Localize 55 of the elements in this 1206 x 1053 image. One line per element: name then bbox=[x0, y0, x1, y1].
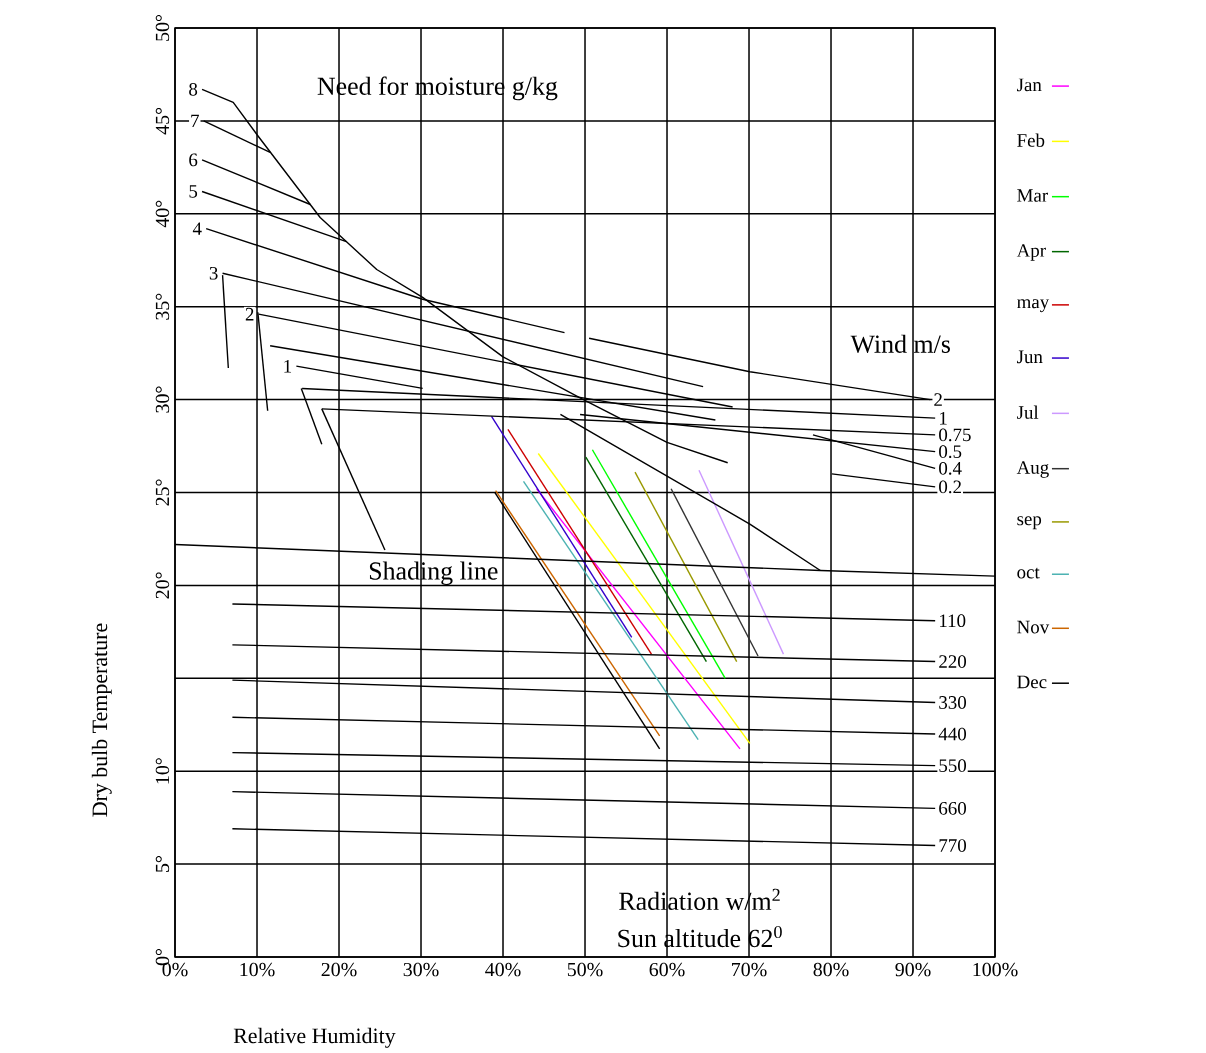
legend-label: Mar bbox=[1017, 188, 1048, 202]
x-tick-label: 30% bbox=[403, 962, 439, 977]
series-label: 5 bbox=[189, 184, 198, 198]
x-tick-label: 50% bbox=[567, 962, 603, 977]
x-tick-label: 80% bbox=[813, 962, 849, 977]
legend-label: Nov bbox=[1017, 620, 1050, 634]
series-label: 8 bbox=[189, 82, 198, 96]
series-label: 2 bbox=[934, 393, 942, 406]
legend-label: Jun bbox=[1016, 350, 1043, 363]
series-label: 330 bbox=[939, 695, 967, 709]
y-tick-label: 40° bbox=[155, 200, 170, 228]
x-axis-title: Relative Humidity bbox=[233, 1027, 396, 1048]
legend-label: Jan bbox=[1016, 78, 1042, 91]
x-tick-label: 70% bbox=[732, 962, 767, 977]
x-tick-label: 100% bbox=[973, 962, 1018, 977]
y-tick-label: 45° bbox=[155, 107, 170, 135]
legend-label: Apr bbox=[1016, 243, 1046, 261]
y-tick-label: 30° bbox=[155, 386, 170, 413]
series-label: 220 bbox=[939, 654, 967, 668]
series-label: 0.5 bbox=[939, 444, 962, 458]
y-tick-label: 5° bbox=[155, 855, 170, 872]
series-label: 2 bbox=[245, 307, 254, 321]
x-tick-label: 60% bbox=[649, 962, 685, 977]
series-label: 660 bbox=[939, 801, 967, 815]
series-label: 0.75 bbox=[939, 428, 971, 442]
legend-label: Dec bbox=[1017, 675, 1047, 689]
x-tick-label: 20% bbox=[321, 962, 357, 977]
series-label: 0.4 bbox=[939, 461, 962, 475]
series-label: 0.2 bbox=[939, 480, 961, 494]
x-tick-label: 90% bbox=[895, 962, 931, 977]
legend-label: Jul bbox=[1016, 405, 1039, 419]
legend-label: oct bbox=[1017, 567, 1040, 579]
x-tick-label: 40% bbox=[485, 962, 521, 977]
legend-label: sep bbox=[1017, 515, 1042, 529]
y-tick-label: 10° bbox=[155, 757, 170, 784]
series-label: 1 bbox=[940, 411, 947, 425]
y-tick-label: 50° bbox=[155, 14, 170, 41]
series-label: 4 bbox=[192, 222, 202, 235]
series-label: 3 bbox=[209, 266, 218, 280]
series-label: 6 bbox=[189, 153, 198, 167]
y-tick-label: 20° bbox=[155, 572, 170, 599]
series-label: 1 bbox=[284, 359, 292, 373]
x-tick-label: 10% bbox=[240, 962, 275, 977]
series-label: 110 bbox=[940, 614, 966, 627]
series-label: 440 bbox=[938, 727, 967, 741]
series-label: 770 bbox=[939, 838, 967, 852]
y-tick-label: 35° bbox=[155, 293, 170, 320]
legend-label: Feb bbox=[1017, 133, 1045, 147]
annotation: Wind m/s bbox=[850, 334, 950, 353]
legend-label: Aug bbox=[1016, 460, 1049, 478]
y-axis-title: Dry bulb Temperature bbox=[91, 623, 112, 817]
series-label: 7 bbox=[191, 114, 199, 127]
legend-label: may bbox=[1016, 298, 1050, 312]
series-label: 550 bbox=[939, 759, 967, 772]
y-tick-label: 25° bbox=[155, 479, 170, 506]
